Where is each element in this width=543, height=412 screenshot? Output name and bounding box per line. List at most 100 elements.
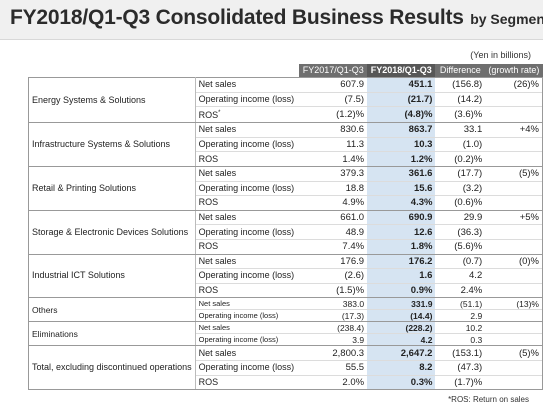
prev-value: 18.8 [299, 180, 368, 196]
prev-value: 830.6 [299, 122, 368, 138]
growth-value [485, 309, 543, 323]
diff-value: (156.8) [435, 77, 486, 93]
diff-value: (14.2) [435, 91, 486, 107]
row-item-text: Operating income (loss) [198, 182, 295, 193]
row-item-text: Operating income (loss) [198, 310, 279, 320]
table-row: ROS 2.0% 0.3% (1.7)% [29, 374, 543, 391]
header-blank [195, 64, 299, 78]
table-row: Operating income (loss) (2.6) 1.6 4.2 [29, 268, 543, 284]
diff-value: 2.9 [435, 309, 486, 323]
prev-value: 379.3 [299, 165, 368, 182]
row-item-label: ROS [194, 195, 300, 211]
header-blank [29, 64, 196, 78]
table-row: Operating income (loss) 3.9 4.2 0.3 [29, 333, 543, 347]
row-item-label: Operating income (loss) [194, 359, 300, 375]
segment-name: Industrial ICT Solutions [28, 253, 196, 299]
row-item-text: Net sales [198, 298, 230, 308]
row-item-text: Net sales [198, 79, 237, 90]
prev-value: (7.5) [299, 91, 368, 107]
row-item-label: Operating income (loss) [194, 333, 300, 347]
prev-value: 661.0 [299, 209, 368, 225]
growth-value [485, 321, 543, 334]
growth-value [485, 268, 543, 284]
curr-value: (4.8)% [367, 106, 436, 124]
segment-name: Others [28, 297, 196, 323]
diff-value: 4.2 [435, 268, 486, 284]
segment-name: Infrastructure Systems & Solutions [28, 122, 196, 167]
diff-value: 33.1 [435, 122, 486, 138]
header-prev: FY2017/Q1-Q3 [299, 64, 368, 78]
prev-value: 2.0% [299, 374, 368, 391]
table-row: Storage & Electronic Devices Solutions Ne… [28, 209, 543, 255]
diff-value: (1.0) [435, 136, 486, 152]
growth-value: (5)% [485, 345, 543, 361]
curr-value: 451.1 [367, 77, 436, 93]
row-item-text: Net sales [198, 124, 237, 135]
table-row: ROS 1.4% 1.2% (0.2)% [29, 151, 543, 167]
table-row: ROS* (1.2)% (4.8)% (3.6)% [29, 106, 543, 124]
prev-value: 11.3 [299, 136, 368, 152]
prev-value: 55.5 [299, 359, 368, 375]
row-item-label: Net sales [194, 297, 300, 310]
table-row: Total, excluding discontinued operations… [28, 345, 543, 391]
prev-value: (1.2)% [299, 106, 368, 124]
row-item-text: ROS [198, 285, 219, 296]
table-row: Others Net sales 383.0 331.9 (51.1) (13)% [28, 297, 543, 323]
curr-value: 4.2 [367, 333, 436, 347]
row-item-label: ROS [194, 374, 300, 391]
prev-value: 607.9 [299, 77, 368, 93]
table-row: Industrial ICT Solutions Net sales 176.9 17… [28, 253, 543, 299]
growth-value: +5% [485, 209, 543, 225]
row-item-text: Operating income (loss) [198, 226, 295, 237]
row-item-label: Operating income (loss) [194, 268, 300, 284]
curr-value: 863.7 [367, 122, 436, 138]
header-curr: FY2018/Q1-Q3 [367, 64, 436, 78]
row-item-label: Operating income (loss) [194, 91, 300, 107]
title-bar: FY2018/Q1-Q3 Consolidated Business Resul… [0, 0, 543, 40]
row-item-text: Net sales [198, 347, 237, 358]
diff-value: (17.7) [435, 165, 486, 182]
footnote: *ROS: Return on sales [448, 395, 529, 404]
prev-value: 383.0 [299, 297, 368, 310]
table-row: Eliminations Net sales (238.4) (228.2) 10.2 [28, 321, 543, 347]
row-item-text: ROS [198, 153, 219, 164]
curr-value: 12.6 [367, 224, 436, 240]
table-row: Energy Systems & Solutions Net sales 607.9… [28, 76, 543, 124]
diff-value: (5.6)% [435, 238, 486, 255]
diff-value: (0.7) [435, 253, 486, 269]
row-item-text: Net sales [198, 255, 237, 266]
growth-value: (0)% [485, 253, 543, 269]
prev-value: 2,800.3 [299, 345, 368, 361]
diff-value: (0.6)% [435, 195, 486, 211]
prev-value: (17.3) [299, 309, 368, 323]
growth-value: +4% [485, 122, 543, 138]
prev-value: 4.9% [299, 195, 368, 211]
curr-value: 2,647.2 [367, 345, 436, 361]
diff-value: 10.2 [435, 321, 486, 334]
growth-value: (5)% [485, 165, 543, 182]
growth-value [485, 151, 543, 167]
row-item-text: ROS [198, 110, 219, 121]
row-item-text: ROS [198, 197, 219, 208]
results-table: FY2017/Q1-Q3 FY2018/Q1-Q3 Difference (gr… [28, 64, 543, 391]
row-item-label: Operating income (loss) [194, 309, 300, 323]
diff-value: (36.3) [435, 224, 486, 240]
growth-value [485, 91, 543, 107]
prev-value: 7.4% [299, 238, 368, 255]
prev-value: (2.6) [299, 268, 368, 284]
row-item-label: Operating income (loss) [194, 224, 300, 240]
header-diff: Difference [435, 64, 486, 78]
row-item-label: Net sales [194, 77, 300, 93]
curr-value: 15.6 [367, 180, 436, 196]
segment-name: Total, excluding discontinued operations [28, 345, 196, 391]
header-row: FY2017/Q1-Q3 FY2018/Q1-Q3 Difference (gr… [29, 64, 543, 78]
growth-value [485, 374, 543, 391]
page-subtitle: by Segment [470, 11, 543, 27]
row-item-label: ROS* [194, 106, 300, 124]
table-row: Operating income (loss) (17.3) (14.4) 2.9 [29, 309, 543, 323]
row-item-text: Net sales [198, 212, 237, 223]
growth-value [485, 282, 543, 299]
growth-value: (13)% [485, 297, 543, 310]
curr-value: (14.4) [367, 309, 436, 323]
diff-value: 29.9 [435, 209, 486, 225]
